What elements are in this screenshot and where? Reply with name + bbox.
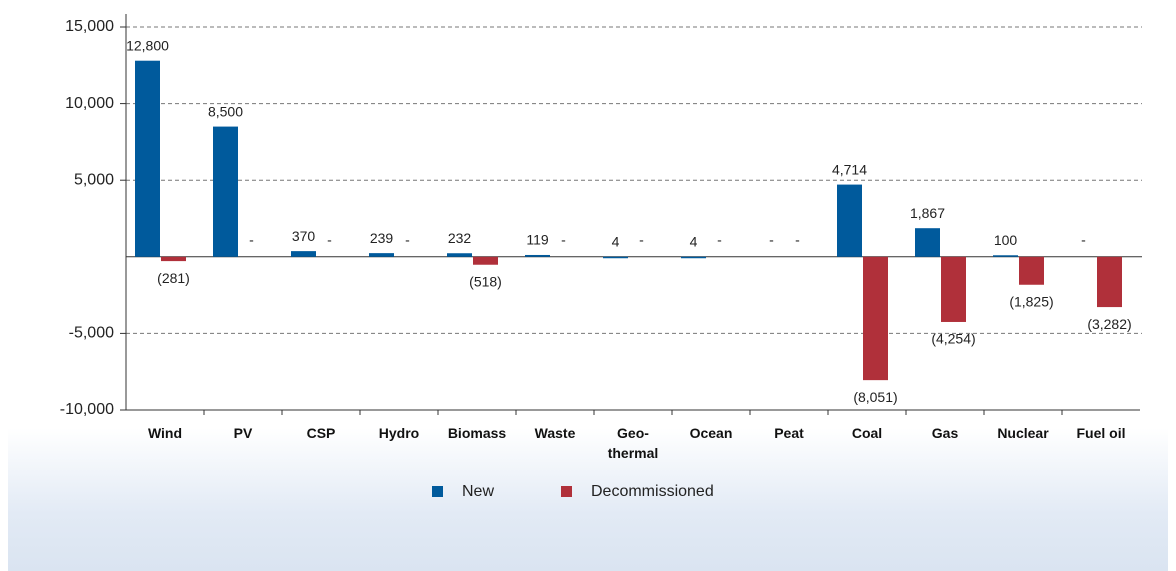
- value-label: -: [561, 232, 566, 248]
- value-label: 12,800: [126, 37, 169, 53]
- value-label: 1,867: [910, 205, 945, 221]
- legend-swatch: [561, 486, 572, 497]
- y-tick-label: 5,000: [74, 171, 114, 188]
- x-tick-label: Biomass: [447, 425, 507, 441]
- value-label: -: [405, 232, 410, 248]
- x-tick-label: Gas: [931, 425, 959, 441]
- y-tick-label: 15,000: [65, 18, 114, 35]
- y-tick-label: 10,000: [65, 95, 114, 112]
- value-label: -: [795, 232, 800, 248]
- value-label: 8,500: [208, 103, 243, 119]
- value-label: 370: [292, 228, 316, 244]
- value-label: -: [1081, 232, 1086, 248]
- bar: [837, 184, 862, 257]
- value-label: 4: [690, 233, 698, 249]
- x-tick-label: Peat: [774, 425, 804, 441]
- bar: [161, 256, 186, 262]
- bar: [1019, 256, 1044, 285]
- bar: [369, 253, 394, 257]
- bar: [681, 256, 706, 259]
- value-label: 119: [526, 232, 549, 248]
- value-label: -: [769, 232, 774, 248]
- bar: [863, 256, 888, 381]
- y-tick-label: -5,000: [69, 325, 114, 342]
- bar: [993, 255, 1018, 257]
- value-label: (4,254): [931, 331, 975, 347]
- x-tick-label: Coal: [851, 425, 883, 441]
- value-label: 4,714: [832, 161, 867, 177]
- value-label: (3,282): [1087, 316, 1131, 332]
- legend-label: New: [462, 483, 494, 500]
- x-tick-label: Ocean: [689, 425, 733, 441]
- x-tick-label: Hydro: [378, 425, 420, 441]
- bar: [213, 126, 238, 257]
- value-label: 239: [370, 230, 394, 246]
- value-label: (8,051): [853, 389, 897, 405]
- bar: [447, 253, 472, 257]
- x-tick-label: CSP: [306, 425, 336, 441]
- value-label: -: [327, 232, 332, 248]
- value-label: -: [717, 232, 722, 248]
- x-tick-label: Nuclear: [997, 425, 1049, 441]
- value-label: 232: [448, 230, 472, 246]
- bar: [135, 60, 160, 257]
- x-tick-label: Geo- thermal: [607, 425, 659, 461]
- bar: [525, 254, 550, 257]
- bar: [473, 256, 498, 265]
- x-tick-label: Wind: [147, 425, 183, 441]
- bar: [1097, 256, 1122, 308]
- legend-swatch: [432, 486, 443, 497]
- bar: [603, 256, 628, 259]
- value-label: -: [249, 232, 254, 248]
- legend-label: Decommissioned: [591, 483, 714, 500]
- value-label: (1,825): [1009, 293, 1053, 309]
- value-label: 4: [612, 233, 620, 249]
- y-tick-label: -10,000: [60, 401, 114, 418]
- bar: [915, 228, 940, 257]
- value-label: (281): [157, 270, 190, 286]
- bar: [941, 256, 966, 322]
- value-label: 100: [994, 232, 1018, 248]
- value-label: -: [639, 232, 644, 248]
- x-tick-label: Fuel oil: [1076, 425, 1126, 441]
- bar: [291, 251, 316, 257]
- background: [8, 0, 1168, 571]
- x-tick-label: Waste: [534, 425, 576, 441]
- value-label: (518): [469, 273, 502, 289]
- x-tick-label: PV: [233, 425, 253, 441]
